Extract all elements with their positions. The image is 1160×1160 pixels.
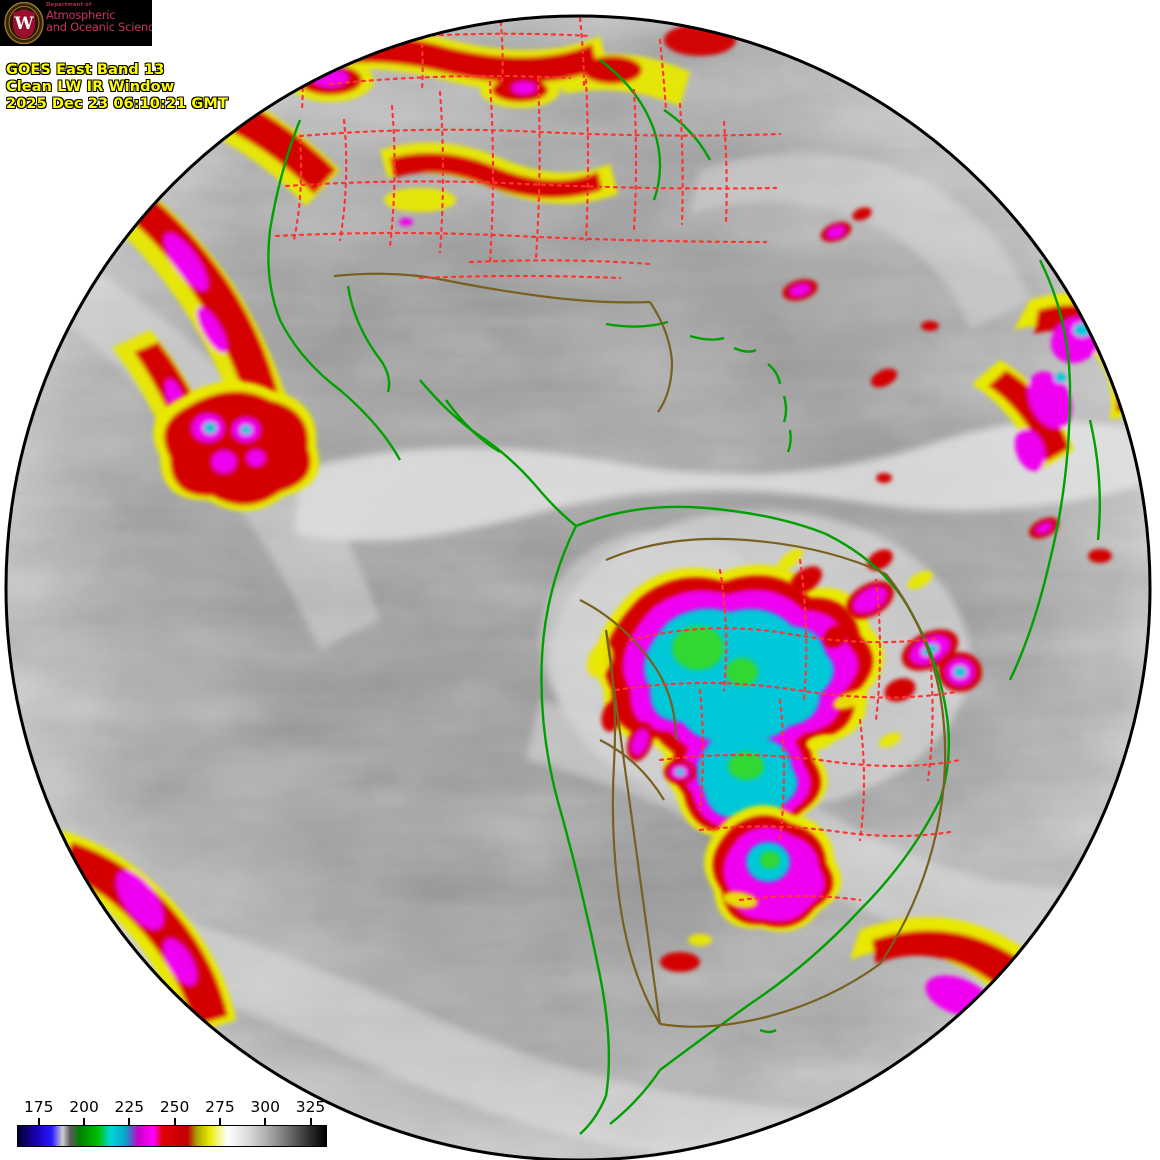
logo-text-block: Department of Atmospheric and Oceanic Sc… [46, 2, 152, 35]
logo-line-2: and Oceanic Sciences [46, 20, 152, 35]
convection-scattered [601, 549, 982, 972]
image-title-block: GOES East Band 13 Clean LW IR Window 202… [6, 62, 228, 113]
title-timestamp: 2025 Dec 23 06:10:21 GMT [6, 96, 228, 112]
temperature-colorbar-legend: 175 200 225 250 275 300 325 [17, 1098, 327, 1152]
colorbar-tick-175 [37, 1118, 40, 1125]
colorbar-tick-325 [309, 1118, 312, 1125]
colorbar-label-325: 325 [295, 1098, 326, 1116]
national-border-overlay [333, 272, 947, 1028]
coastline-overlay [267, 59, 1101, 1135]
colorbar-label-200: 200 [69, 1098, 99, 1116]
state-border-overlay [274, 16, 962, 902]
colorbar-label-275: 275 [205, 1098, 235, 1116]
convection-small-cells [782, 207, 1112, 563]
warm-cloud-speckle [586, 548, 933, 946]
disk-limb-outline [4, 14, 1152, 1160]
title-channel: Clean LW IR Window [6, 79, 175, 95]
colorbar-gradient [17, 1125, 327, 1147]
colorbar-tick-225 [128, 1118, 131, 1125]
svg-text:W: W [13, 14, 34, 34]
colorbar-tick-275 [218, 1118, 221, 1125]
convection-pacific-cluster [153, 380, 320, 512]
logo-department-label: Department of [46, 2, 92, 8]
title-satellite-band: GOES East Band 13 [6, 62, 165, 78]
colorbar-tick-200 [83, 1118, 86, 1125]
colorbar-tick-250 [173, 1118, 176, 1125]
colorbar-tick-300 [264, 1118, 267, 1125]
uw-madison-aos-logo: W Department of Atmospheric and Oceanic … [0, 0, 152, 46]
colorbar-tick-labels: 175 200 225 250 275 300 325 [17, 1098, 327, 1118]
colorbar-label-225: 225 [114, 1098, 145, 1116]
colorbar-label-250: 250 [159, 1098, 190, 1116]
colorbar-tick-marks [17, 1118, 327, 1125]
colorbar-label-175: 175 [23, 1098, 54, 1116]
logo-line-1: Atmospheric [46, 8, 116, 23]
uw-crest-icon: W [4, 2, 44, 44]
colorbar-label-300: 300 [250, 1098, 280, 1116]
